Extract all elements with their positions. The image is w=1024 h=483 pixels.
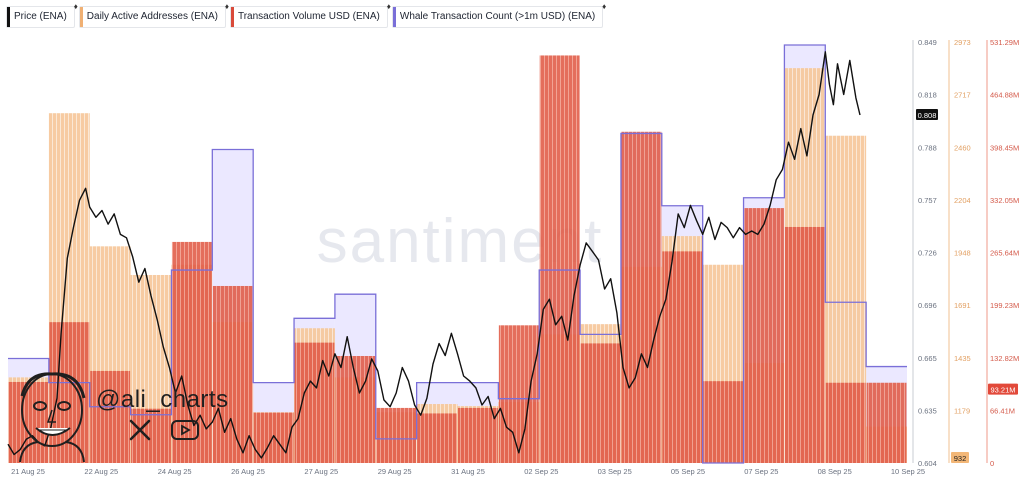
price-line xyxy=(7,51,861,459)
x-tick-label: 21 Aug 25 xyxy=(11,467,45,476)
price-tick-label: 0.726 xyxy=(918,249,937,258)
avatar-illustration xyxy=(19,372,86,462)
legend-swatch-volume xyxy=(230,7,234,27)
price-current-badge xyxy=(916,108,938,120)
author-handle: @ali_charts xyxy=(96,386,229,413)
daa-tick-label: 2717 xyxy=(954,91,971,100)
legend-item-daa[interactable]: Daily Active Addresses (ENA) ♦ xyxy=(78,2,229,28)
volume-bar xyxy=(335,356,376,463)
volume-bar xyxy=(825,382,866,463)
volume-tick-label: 199.23M xyxy=(990,301,1019,310)
volume-bar xyxy=(866,382,907,463)
volume-bar xyxy=(621,131,662,464)
volume-tick-label: 332.05M xyxy=(990,196,1019,205)
price-current-label: 0.808 xyxy=(918,111,937,120)
volume-bar xyxy=(580,343,621,463)
volume-bar xyxy=(212,285,253,463)
diamond-icon: ♦ xyxy=(224,2,229,11)
legend-swatch-price xyxy=(7,7,10,27)
volume-bar xyxy=(294,342,335,463)
volume-tick-label: 531.29M xyxy=(990,38,1019,47)
price-tick-label: 0.635 xyxy=(918,406,937,415)
x-axis: 21 Aug 25 22 Aug 25 24 Aug 25 26 Aug 25 27 A… xyxy=(11,467,925,476)
x-tick-label: 05 Sep 25 xyxy=(671,467,705,476)
daa-current-badge xyxy=(951,452,969,463)
volume-tick-label: 132.82M xyxy=(990,354,1019,363)
volume-tick-label: 66.41M xyxy=(990,406,1015,415)
legend-item-whale[interactable]: Whale Transaction Count (>1m USD) (ENA) … xyxy=(391,2,606,28)
legend-swatch-daa xyxy=(79,7,83,27)
legend-item-price[interactable]: Price (ENA) ♦ xyxy=(6,2,78,28)
volume-bar xyxy=(253,412,294,463)
daa-tick-label: 2973 xyxy=(954,38,971,47)
x-tick-label: 27 Aug 25 xyxy=(304,467,338,476)
diamond-icon: ♦ xyxy=(386,2,391,11)
price-tick-label: 0.849 xyxy=(918,38,937,47)
diamond-icon: ♦ xyxy=(602,2,607,11)
daa-current-label: 932 xyxy=(954,454,967,463)
whale-outline xyxy=(8,44,907,464)
x-tick-label: 03 Sep 25 xyxy=(598,467,632,476)
volume-bar xyxy=(8,381,49,463)
volume-current-badge xyxy=(988,383,1018,395)
axes: 0.849 0.818 0.788 0.757 0.726 0.696 0.665 0.635… xyxy=(912,38,1019,468)
price-layer xyxy=(7,51,861,459)
volume-bars xyxy=(8,55,907,464)
x-tick-label: 02 Sep 25 xyxy=(524,467,558,476)
x-tick-label: 24 Aug 25 xyxy=(158,467,192,476)
daa-tick-label: 1691 xyxy=(954,301,971,310)
volume-bar xyxy=(784,226,825,463)
x-tick-label: 10 Sep 25 xyxy=(891,467,925,476)
price-tick-label: 0.818 xyxy=(918,91,937,100)
volume-tick-label: 0 xyxy=(990,459,994,468)
volume-bar xyxy=(376,407,417,463)
price-tick-label: 0.757 xyxy=(918,196,937,205)
price-tick-label: 0.665 xyxy=(918,354,937,363)
legend-swatch-whale xyxy=(392,7,396,27)
daa-tick-label: 1179 xyxy=(954,406,970,415)
x-tick-label: 22 Aug 25 xyxy=(84,467,118,476)
x-tick-label: 08 Sep 25 xyxy=(818,467,852,476)
daa-tick-label: 2204 xyxy=(954,196,971,205)
volume-bar xyxy=(539,55,580,464)
price-tick-label: 0.788 xyxy=(918,143,937,152)
volume-bar xyxy=(417,413,457,463)
legend-label: Daily Active Addresses (ENA) xyxy=(86,11,218,22)
x-tick-label: 29 Aug 25 xyxy=(378,467,412,476)
social-links xyxy=(128,418,200,442)
daa-tick-label: 1948 xyxy=(954,249,971,258)
legend-item-volume[interactable]: Transaction Volume USD (ENA) ♦ xyxy=(229,2,391,28)
legend: Price (ENA) ♦ Daily Active Addresses (EN… xyxy=(6,2,606,28)
x-logo-icon[interactable] xyxy=(128,418,152,442)
price-tick-label: 0.604 xyxy=(918,459,937,468)
whale-step-line xyxy=(8,44,907,464)
price-tick-label: 0.696 xyxy=(918,301,937,310)
legend-label: Transaction Volume USD (ENA) xyxy=(237,11,380,22)
x-tick-label: 31 Aug 25 xyxy=(451,467,485,476)
volume-bar xyxy=(744,208,784,463)
volume-tick-label: 265.64M xyxy=(990,249,1019,258)
legend-label: Whale Transaction Count (>1m USD) (ENA) xyxy=(399,11,596,22)
volume-bar xyxy=(703,381,744,463)
daa-tick-label: 1435 xyxy=(954,354,971,363)
daa-tick-label: 2460 xyxy=(954,143,971,152)
youtube-icon[interactable] xyxy=(170,419,200,441)
volume-tick-label: 464.88M xyxy=(990,91,1019,100)
volume-bar xyxy=(458,407,498,463)
volume-bar xyxy=(90,370,131,463)
volume-tick-label: 398.45M xyxy=(990,143,1019,152)
volume-bar xyxy=(131,408,171,463)
x-tick-label: 07 Sep 25 xyxy=(744,467,778,476)
volume-bar xyxy=(498,325,539,463)
diamond-icon: ♦ xyxy=(73,2,78,11)
x-tick-label: 26 Aug 25 xyxy=(231,467,265,476)
volume-current-label: 93.21M xyxy=(990,386,1015,395)
volume-bar xyxy=(662,251,703,463)
legend-label: Price (ENA) xyxy=(14,11,67,22)
